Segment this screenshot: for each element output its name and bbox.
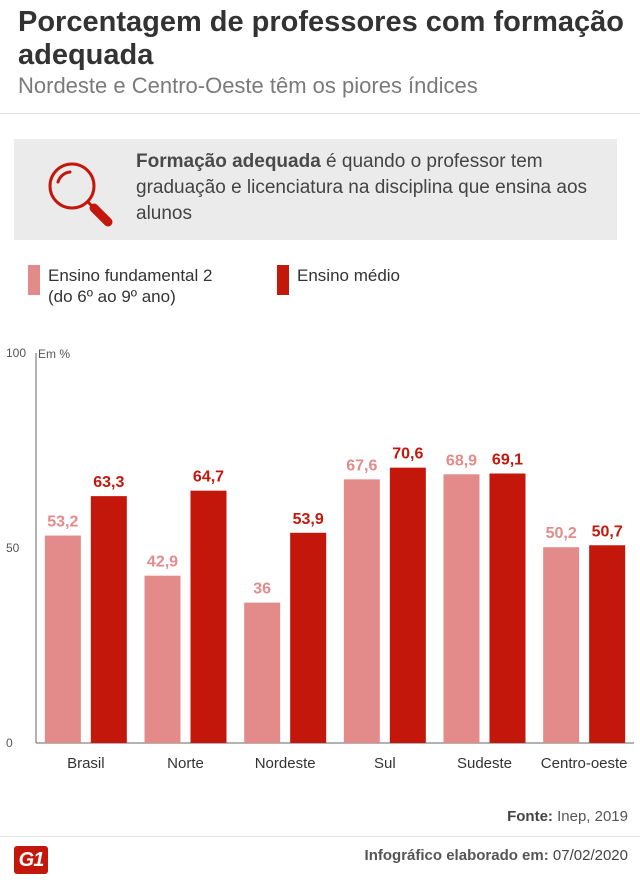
data-label: 53,9 (293, 511, 324, 528)
bar (443, 474, 480, 743)
data-label: 69,1 (492, 452, 523, 469)
data-label: 36 (253, 581, 271, 598)
legend-swatch-medio (277, 265, 289, 295)
credit-date: 07/02/2020 (548, 847, 628, 864)
bar (543, 547, 580, 743)
definition-body: é quando o professor tem graduação e lic… (136, 151, 588, 224)
credit-label: Infográfico elaborado em: (364, 847, 549, 864)
magnifier-icon (48, 162, 113, 227)
header-divider (0, 113, 640, 114)
unit-label: Em % (38, 347, 70, 361)
y-tick-label: 0 (6, 736, 13, 750)
legend-label-fundamental-main: Ensino fundamental 2 (48, 266, 213, 285)
legend-label-medio: Ensino médio (297, 266, 401, 285)
bar (190, 490, 227, 743)
source-note: Fonte: Inep, 2019 (507, 808, 628, 825)
data-label: 53,2 (47, 514, 78, 531)
x-tick-label: Centro-oeste (541, 755, 628, 772)
footer-divider (0, 836, 640, 837)
source-value: Inep, 2019 (552, 808, 628, 825)
legend-label-fundamental: Ensino fundamental 2 (do 6º ao 9º ano) (48, 265, 212, 307)
data-label: 70,6 (392, 446, 423, 463)
bar (144, 575, 181, 743)
bar (389, 467, 426, 743)
bar (290, 532, 327, 743)
source-label: Fonte: (507, 808, 553, 825)
legend-swatch-fundamental (28, 265, 40, 295)
bar (343, 479, 380, 743)
definition-box: Formação adequada é quando o professor t… (14, 139, 617, 240)
x-tick-label: Nordeste (255, 755, 316, 772)
x-tick-label: Norte (167, 755, 204, 772)
bar (589, 545, 626, 743)
bar (90, 496, 127, 743)
y-tick-label: 100 (6, 346, 26, 360)
y-tick-label: 50 (6, 541, 20, 555)
data-label: 50,7 (592, 523, 623, 540)
x-tick-label: Sudeste (457, 755, 512, 772)
data-label: 50,2 (546, 525, 577, 542)
data-label: 68,9 (446, 452, 477, 469)
definition-text: Formação adequada é quando o professor t… (136, 149, 606, 227)
chart-title: Porcentagem de professores com formação … (18, 6, 624, 71)
legend-label-fundamental-sub: (do 6º ao 9º ano) (48, 287, 176, 306)
bar-chart: Em % 0 50 100 53,2 63,3 Brasil 42,9 64,7 Norte 36 5… (6, 346, 634, 772)
x-tick-label: Brasil (67, 755, 105, 772)
data-label: 64,7 (193, 469, 224, 486)
data-label: 67,6 (346, 457, 377, 474)
definition-term: Formação adequada (136, 151, 321, 172)
x-tick-label: Sul (374, 755, 396, 772)
bar (244, 602, 281, 743)
bar (44, 535, 81, 743)
data-label: 42,9 (147, 554, 178, 571)
data-label: 63,3 (93, 474, 124, 491)
credit-note: Infográfico elaborado em: 07/02/2020 (365, 847, 628, 864)
chart-subtitle: Nordeste e Centro-Oeste têm os piores ín… (18, 73, 478, 98)
bar (489, 473, 526, 743)
g1-logo: G1 (14, 846, 48, 874)
